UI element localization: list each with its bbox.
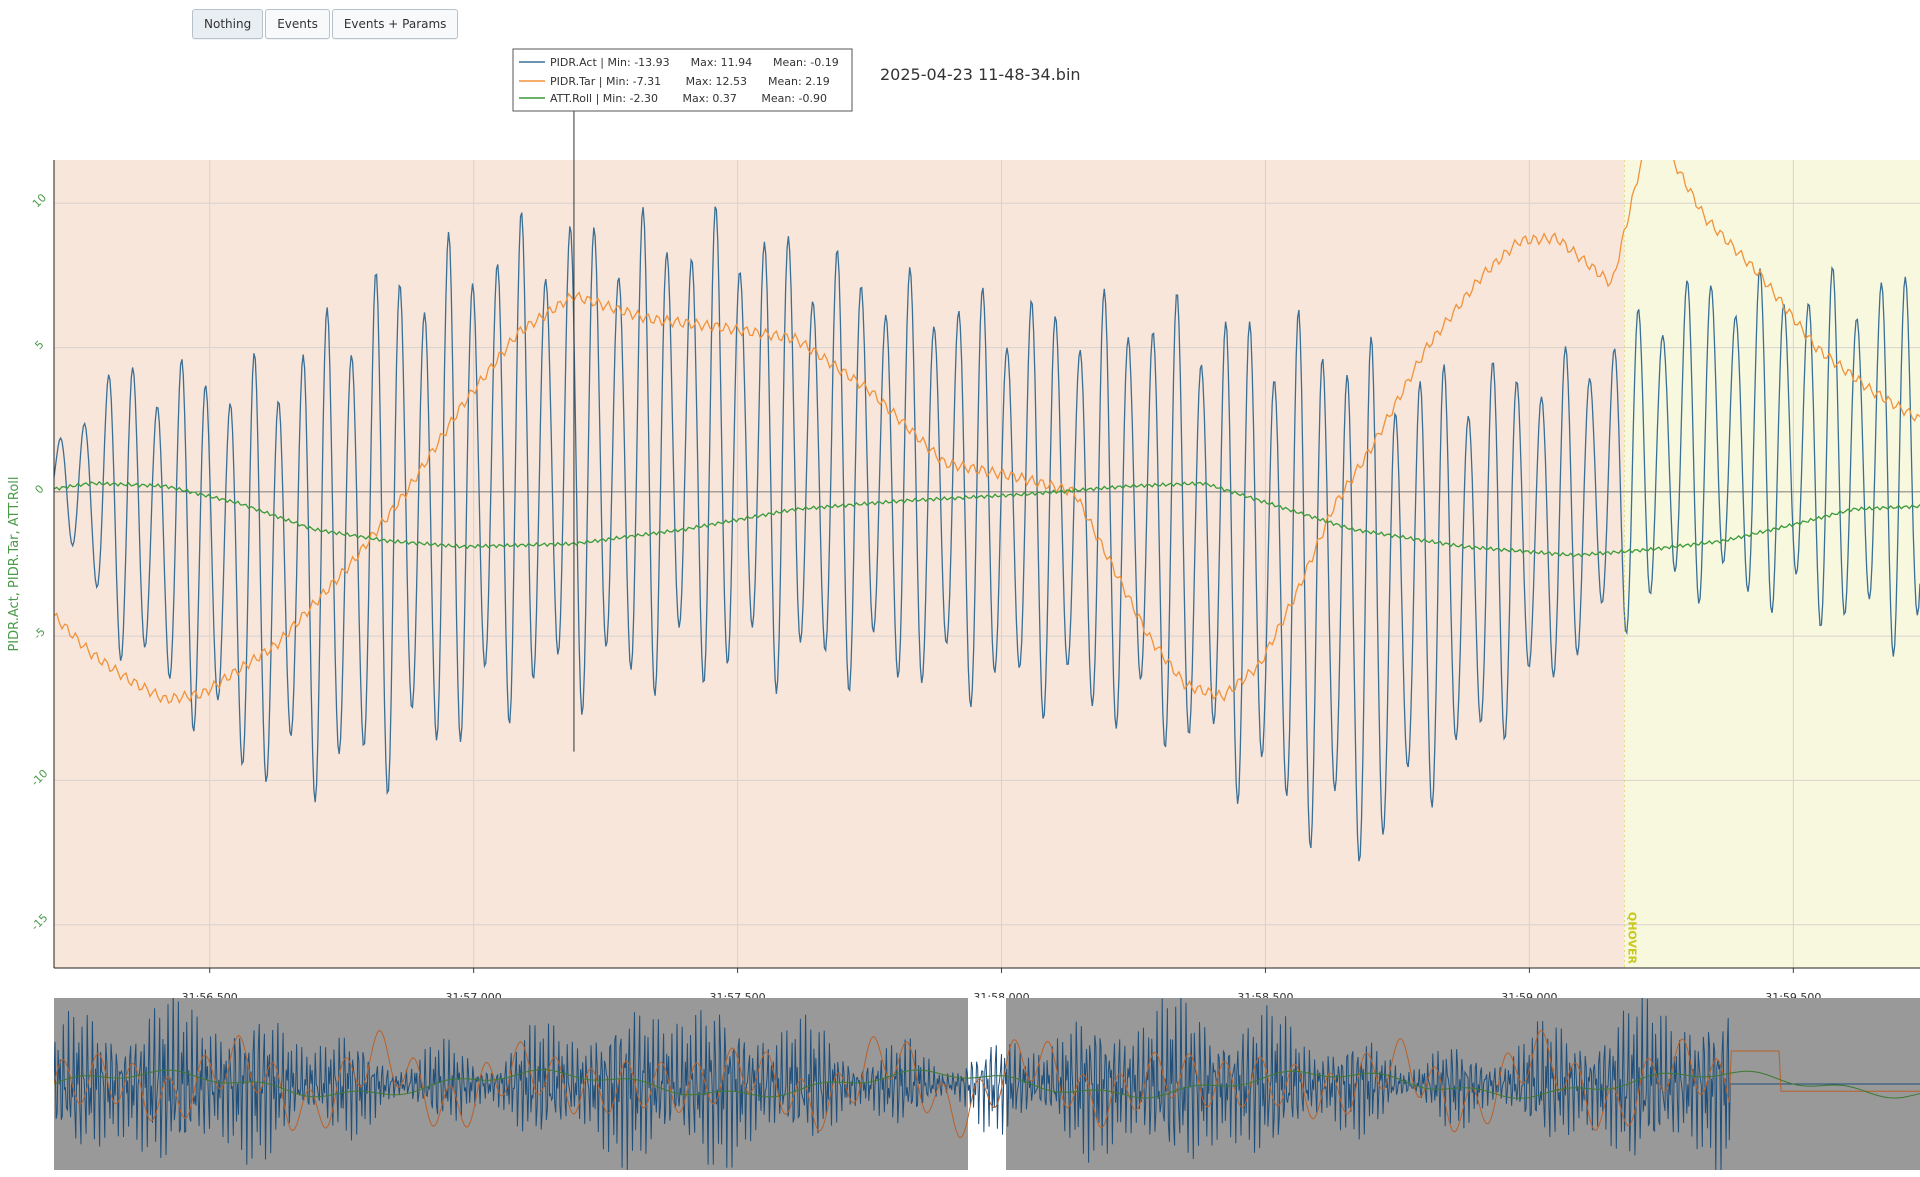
mode-band-qhover: [1624, 160, 1920, 968]
y-tick-label: 0: [32, 482, 46, 496]
series-group: [54, 160, 1920, 862]
range-line-att-roll: [54, 1069, 1920, 1099]
legend-entry-pidr-act: PIDR.Act | Min: -13.93 Max: 11.94 Mean: …: [550, 56, 839, 69]
events-button[interactable]: Events: [265, 9, 330, 39]
y-axis-label: PIDR.Act, PIDR.Tar, ATT.Roll: [7, 476, 22, 651]
y-tick-label: -15: [29, 911, 51, 933]
events-params-button[interactable]: Events + Params: [331, 9, 459, 39]
range-selector[interactable]: [54, 991, 1920, 1171]
legend-box: [512, 48, 853, 112]
range-series: [54, 998, 1920, 1170]
y-tick-label: 10: [30, 191, 49, 210]
annotation-toolbar: Nothing Events Events + Params: [192, 9, 459, 39]
series-line-pidr-act: [54, 206, 1920, 862]
chart-title: 2025-04-23 11-48-34.bin: [880, 65, 1081, 84]
legend: PIDR.Act | Min: -13.93 Max: 11.94 Mean: …: [512, 48, 853, 112]
event-label-qhover: QHOVER: [1625, 912, 1638, 965]
y-tick-label: -5: [31, 625, 48, 642]
range-line-pidr-tar: [54, 1029, 1920, 1139]
legend-entry-att-roll: ATT.Roll | Min: -2.30 Max: 0.37 Mean: -0…: [550, 92, 827, 105]
y-tick-label: -10: [29, 767, 51, 789]
nothing-button[interactable]: Nothing: [192, 9, 264, 39]
event-markers: QHOVER: [1624, 160, 1638, 968]
y-tick-label: 5: [32, 338, 46, 352]
series-line-att-roll: [54, 480, 1920, 558]
range-line-pidr-act: [54, 998, 1920, 1170]
legend-entry-pidr-tar: PIDR.Tar | Min: -7.31 Max: 12.53 Mean: 2…: [550, 75, 830, 88]
series-line-pidr-tar: [54, 160, 1920, 705]
